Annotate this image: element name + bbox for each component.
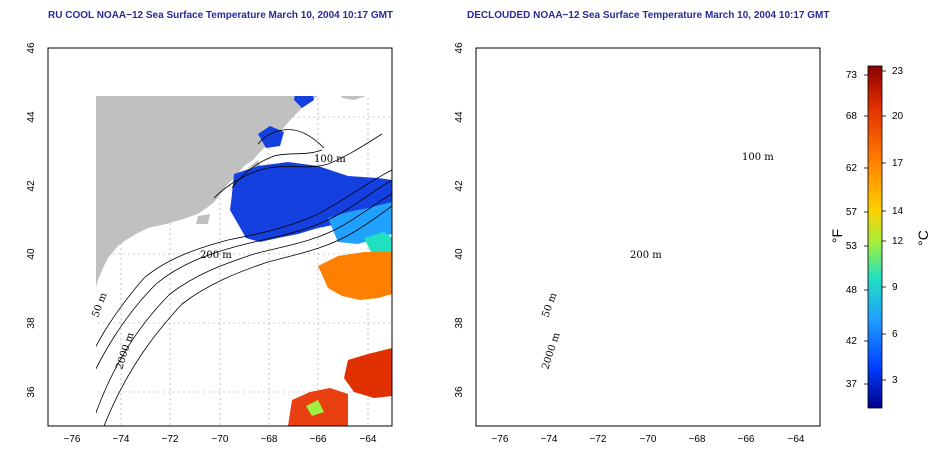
colorbar-f-tick: 73	[846, 70, 858, 81]
colorbar-c-tick: 14	[892, 206, 904, 217]
y-tick-right: 44	[454, 111, 465, 123]
y-tick-left: 46	[26, 42, 37, 54]
sst-cold-water-left	[230, 96, 392, 258]
y-tick-left: 42	[26, 180, 37, 192]
y-tick-right: 36	[454, 386, 465, 398]
colorbar-f-tick: 62	[846, 163, 858, 174]
x-tick-left: −70	[212, 434, 229, 445]
colorbar-c-tick: 12	[892, 236, 904, 247]
map-left: 100 m 200 m 50 m 2000 m	[47, 47, 393, 427]
contour-label-100m-left: 100 m	[314, 154, 346, 165]
x-tick-left: −68	[261, 434, 278, 445]
x-tick-right: −72	[590, 434, 607, 445]
colorbar-c-tick: 20	[892, 111, 904, 122]
x-tick-left: −72	[162, 434, 179, 445]
contour-label-200m-right: 200 m	[630, 250, 662, 261]
colorbar-fahrenheit-label: °F	[829, 229, 845, 243]
y-axis-right: 36 38 40 42 44 46	[454, 42, 465, 398]
map-title-left: RU COOL NOAA−12 Sea Surface Temperature …	[48, 10, 394, 21]
colorbar-gradient	[867, 65, 883, 409]
x-tick-left: −66	[310, 434, 327, 445]
contour-label-200m-left: 200 m	[200, 250, 232, 261]
x-axis-left: −76 −74 −72 −70 −68 −66 −64	[64, 434, 377, 445]
x-tick-left: −74	[113, 434, 130, 445]
colorbar-f-tick: 42	[846, 336, 858, 347]
y-tick-left: 44	[26, 111, 37, 123]
map-title-right: DECLOUDED NOAA−12 Sea Surface Temperatur…	[467, 10, 830, 21]
sst-warm-water-left	[288, 252, 392, 426]
y-tick-left: 38	[26, 317, 37, 329]
colorbar-celsius-label: °C	[915, 230, 931, 246]
y-tick-right: 38	[454, 317, 465, 329]
x-axis-right: −76 −74 −72 −70 −68 −66 −64	[492, 434, 805, 445]
x-tick-right: −64	[788, 434, 805, 445]
colorbar-c-tick: 9	[892, 282, 898, 293]
x-tick-right: −70	[640, 434, 657, 445]
y-axis-left: 36 38 40 42 44 46	[26, 42, 37, 398]
x-tick-left: −76	[64, 434, 81, 445]
x-tick-left: −64	[360, 434, 377, 445]
colorbar-f-tick: 68	[846, 111, 858, 122]
colorbar-f-tick: 53	[846, 241, 858, 252]
x-tick-right: −74	[541, 434, 558, 445]
colorbar-c-tick: 3	[892, 375, 898, 386]
y-tick-right: 42	[454, 180, 465, 192]
x-tick-right: −66	[738, 434, 755, 445]
map-right: 100 m 200 m 50 m 2000 m	[475, 47, 821, 427]
y-tick-right: 46	[454, 42, 465, 54]
y-tick-left: 40	[26, 248, 37, 260]
contour-label-100m-right: 100 m	[742, 152, 774, 163]
x-tick-right: −68	[689, 434, 706, 445]
x-tick-right: −76	[492, 434, 509, 445]
y-tick-left: 36	[26, 386, 37, 398]
colorbar-f-tick: 37	[846, 379, 858, 390]
y-tick-right: 40	[454, 248, 465, 260]
colorbar-c-tick: 23	[892, 66, 904, 77]
colorbar-f-tick: 48	[846, 285, 858, 296]
colorbar-f-tick: 57	[846, 207, 858, 218]
colorbar-c-tick: 17	[892, 158, 904, 169]
colorbar-c-tick: 6	[892, 329, 898, 340]
colorbar: 73 68 62 57 53 48 42 37 23 20 17 14 12 9…	[829, 65, 931, 409]
